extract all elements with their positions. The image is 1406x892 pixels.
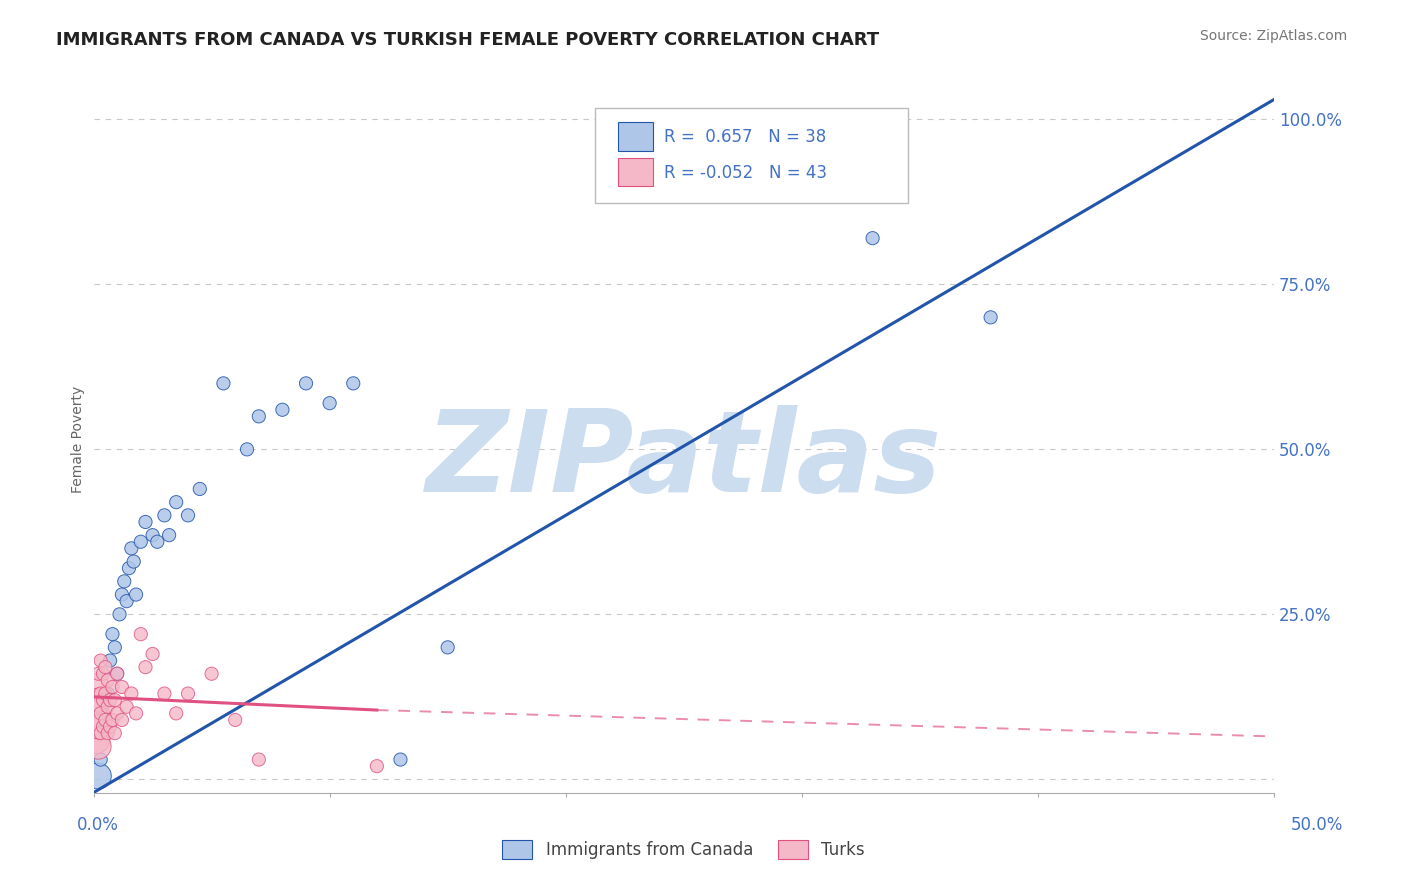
- Point: [98, 693, 121, 707]
- Point: [87, 693, 110, 707]
- Point: [90, 654, 112, 668]
- Point: [389, 753, 412, 767]
- Point: [212, 376, 235, 391]
- Point: [115, 594, 138, 608]
- Point: [224, 713, 246, 727]
- Point: [94, 687, 117, 701]
- FancyBboxPatch shape: [617, 122, 652, 151]
- Point: [101, 680, 124, 694]
- Point: [177, 687, 200, 701]
- Point: [120, 687, 142, 701]
- Point: [188, 482, 211, 496]
- Point: [91, 720, 114, 734]
- Point: [153, 687, 176, 701]
- Text: 0.0%: 0.0%: [77, 816, 120, 834]
- Point: [247, 409, 270, 424]
- Point: [104, 640, 127, 655]
- Point: [87, 666, 110, 681]
- Point: [342, 376, 364, 391]
- Point: [105, 706, 128, 721]
- Text: 50.0%: 50.0%: [1291, 816, 1343, 834]
- Point: [318, 396, 340, 410]
- Point: [118, 561, 141, 575]
- Point: [436, 640, 458, 655]
- Point: [90, 706, 112, 721]
- Text: R = -0.052   N = 43: R = -0.052 N = 43: [664, 163, 827, 181]
- Point: [142, 528, 165, 542]
- Point: [125, 588, 148, 602]
- Point: [115, 699, 138, 714]
- Point: [165, 706, 187, 721]
- Point: [201, 666, 224, 681]
- Point: [87, 739, 110, 754]
- Point: [120, 541, 142, 556]
- Point: [97, 673, 120, 688]
- Point: [101, 627, 124, 641]
- Point: [97, 687, 120, 701]
- Point: [104, 726, 127, 740]
- Point: [146, 534, 169, 549]
- Point: [90, 753, 112, 767]
- Point: [295, 376, 318, 391]
- Point: [125, 706, 148, 721]
- Point: [720, 126, 742, 140]
- Point: [111, 680, 134, 694]
- Legend: Immigrants from Canada, Turks: Immigrants from Canada, Turks: [496, 833, 872, 865]
- Point: [177, 508, 200, 523]
- Point: [87, 769, 110, 783]
- Text: R =  0.657   N = 38: R = 0.657 N = 38: [664, 128, 825, 146]
- Point: [90, 687, 112, 701]
- Point: [247, 753, 270, 767]
- Point: [134, 515, 156, 529]
- Text: ZIPatlas: ZIPatlas: [426, 405, 942, 516]
- Point: [111, 588, 134, 602]
- Point: [90, 726, 112, 740]
- FancyBboxPatch shape: [617, 158, 652, 186]
- Point: [980, 310, 1002, 325]
- Point: [104, 693, 127, 707]
- Point: [111, 713, 134, 727]
- Point: [98, 654, 121, 668]
- Point: [108, 607, 131, 622]
- Point: [94, 720, 117, 734]
- Point: [105, 666, 128, 681]
- Y-axis label: Female Poverty: Female Poverty: [72, 386, 86, 493]
- Text: IMMIGRANTS FROM CANADA VS TURKISH FEMALE POVERTY CORRELATION CHART: IMMIGRANTS FROM CANADA VS TURKISH FEMALE…: [56, 31, 879, 49]
- Point: [91, 706, 114, 721]
- Point: [101, 713, 124, 727]
- Point: [271, 402, 294, 417]
- Point: [112, 574, 135, 589]
- Point: [91, 666, 114, 681]
- Point: [157, 528, 180, 542]
- Point: [84, 732, 107, 747]
- Point: [366, 759, 388, 773]
- Point: [134, 660, 156, 674]
- Point: [84, 680, 107, 694]
- Point: [87, 720, 110, 734]
- Point: [862, 231, 884, 245]
- Point: [97, 699, 120, 714]
- Point: [142, 647, 165, 661]
- Point: [91, 693, 114, 707]
- Point: [84, 706, 107, 721]
- Text: Source: ZipAtlas.com: Source: ZipAtlas.com: [1199, 29, 1347, 43]
- Point: [94, 713, 117, 727]
- Point: [122, 555, 145, 569]
- Point: [153, 508, 176, 523]
- Point: [129, 534, 152, 549]
- Point: [105, 666, 128, 681]
- Point: [97, 726, 120, 740]
- Point: [94, 660, 117, 674]
- Point: [165, 495, 187, 509]
- Point: [236, 442, 259, 457]
- Point: [129, 627, 152, 641]
- FancyBboxPatch shape: [595, 108, 908, 202]
- Point: [98, 720, 121, 734]
